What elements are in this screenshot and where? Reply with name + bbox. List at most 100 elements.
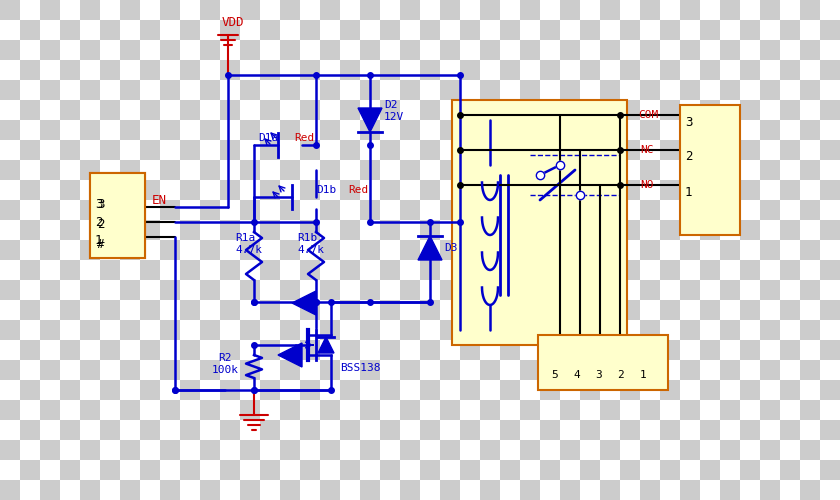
Bar — [460, 60, 480, 80]
Bar — [720, 480, 740, 500]
Bar — [200, 80, 220, 100]
Bar — [300, 140, 320, 160]
Bar — [440, 440, 460, 460]
Bar — [400, 160, 420, 180]
Bar — [0, 160, 20, 180]
Bar — [780, 60, 800, 80]
Bar — [220, 460, 240, 480]
Bar — [800, 200, 820, 220]
Bar — [90, 173, 145, 258]
Bar — [100, 340, 120, 360]
Bar — [280, 160, 300, 180]
Bar — [700, 140, 720, 160]
Bar — [700, 340, 720, 360]
Bar — [540, 100, 560, 120]
Bar — [120, 440, 140, 460]
Bar — [700, 100, 720, 120]
Bar — [640, 320, 660, 340]
Text: 3: 3 — [685, 116, 692, 128]
Bar — [140, 260, 160, 280]
Bar — [180, 220, 200, 240]
Bar — [140, 180, 160, 200]
Bar — [660, 420, 680, 440]
Bar — [480, 280, 500, 300]
Bar — [820, 340, 840, 360]
Bar — [560, 40, 580, 60]
Bar — [500, 380, 520, 400]
Bar — [40, 320, 60, 340]
Bar — [260, 60, 280, 80]
Bar — [280, 320, 300, 340]
Bar — [40, 80, 60, 100]
Bar — [160, 360, 180, 380]
Bar — [620, 180, 640, 200]
Bar — [120, 80, 140, 100]
Bar — [660, 60, 680, 80]
Text: R2: R2 — [218, 353, 232, 363]
Bar — [260, 20, 280, 40]
Bar — [700, 300, 720, 320]
Bar — [20, 420, 40, 440]
Bar — [520, 240, 540, 260]
Bar — [460, 460, 480, 480]
Bar — [200, 320, 220, 340]
Bar — [360, 400, 380, 420]
Bar — [260, 380, 280, 400]
Bar — [440, 120, 460, 140]
Bar — [640, 480, 660, 500]
Bar — [700, 60, 720, 80]
Bar — [140, 220, 160, 240]
Text: 1: 1 — [685, 186, 692, 200]
Bar — [200, 240, 220, 260]
Bar — [760, 40, 780, 60]
Bar — [60, 20, 80, 40]
Bar — [480, 160, 500, 180]
Bar — [380, 420, 400, 440]
Bar — [500, 140, 520, 160]
Polygon shape — [358, 108, 382, 132]
Text: NC: NC — [640, 145, 654, 155]
Bar — [160, 240, 180, 260]
Bar — [800, 280, 820, 300]
Bar — [360, 320, 380, 340]
Bar — [760, 0, 780, 20]
Bar — [600, 480, 620, 500]
Bar — [160, 40, 180, 60]
Bar — [280, 200, 300, 220]
Bar — [440, 240, 460, 260]
Bar — [120, 400, 140, 420]
Bar — [300, 20, 320, 40]
Bar — [240, 0, 260, 20]
Bar — [360, 240, 380, 260]
Bar — [280, 400, 300, 420]
Bar — [620, 20, 640, 40]
Bar — [40, 240, 60, 260]
Text: EN: EN — [152, 194, 167, 206]
Bar — [720, 40, 740, 60]
Bar — [360, 360, 380, 380]
Bar — [480, 440, 500, 460]
Bar — [740, 140, 760, 160]
Bar — [60, 60, 80, 80]
Bar — [20, 100, 40, 120]
Bar — [400, 400, 420, 420]
Bar — [400, 240, 420, 260]
Bar — [180, 420, 200, 440]
Bar — [380, 340, 400, 360]
Bar — [600, 440, 620, 460]
Bar — [120, 40, 140, 60]
Bar — [660, 180, 680, 200]
Bar — [320, 440, 340, 460]
Bar — [440, 320, 460, 340]
Bar — [720, 80, 740, 100]
Bar — [140, 420, 160, 440]
Bar — [80, 440, 100, 460]
Bar — [0, 320, 20, 340]
Bar — [360, 160, 380, 180]
Bar — [180, 180, 200, 200]
Bar — [640, 80, 660, 100]
Bar — [80, 200, 100, 220]
Bar — [240, 360, 260, 380]
Bar — [580, 420, 600, 440]
Bar — [700, 260, 720, 280]
